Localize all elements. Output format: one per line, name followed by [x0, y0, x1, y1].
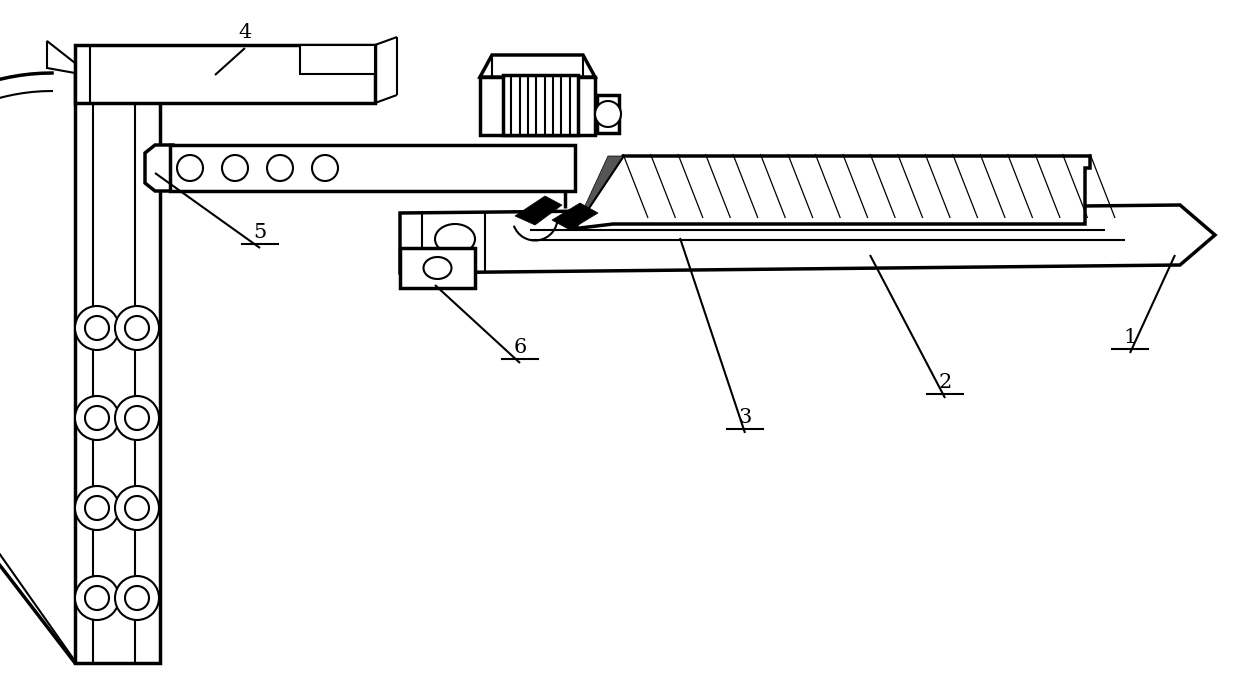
Circle shape [74, 576, 119, 620]
Circle shape [177, 155, 203, 181]
Circle shape [74, 306, 119, 350]
Bar [300, 45, 374, 74]
Polygon shape [575, 156, 1090, 228]
Text: 6: 6 [513, 338, 527, 357]
Bar [74, 45, 374, 103]
Text: 5: 5 [253, 223, 267, 242]
Bar [170, 145, 575, 191]
Circle shape [115, 306, 159, 350]
Ellipse shape [435, 224, 475, 254]
Polygon shape [575, 156, 622, 228]
Circle shape [115, 576, 159, 620]
Circle shape [74, 486, 119, 530]
Circle shape [115, 396, 159, 440]
Polygon shape [47, 41, 74, 73]
Polygon shape [552, 203, 598, 230]
Circle shape [312, 155, 339, 181]
Polygon shape [515, 196, 562, 225]
Bar [503, 75, 578, 135]
Bar [401, 248, 475, 288]
Bar [480, 77, 595, 135]
Polygon shape [401, 205, 1215, 273]
Circle shape [74, 396, 119, 440]
Circle shape [595, 101, 621, 127]
Circle shape [267, 155, 293, 181]
Text: 3: 3 [738, 408, 751, 427]
Polygon shape [480, 55, 595, 77]
Bar [74, 63, 160, 663]
Circle shape [222, 155, 248, 181]
Circle shape [115, 486, 159, 530]
Text: 4: 4 [238, 23, 252, 42]
Ellipse shape [424, 257, 451, 279]
Bar [596, 95, 619, 133]
Polygon shape [145, 145, 174, 191]
Text: 2: 2 [939, 373, 951, 392]
Text: 1: 1 [1123, 328, 1137, 347]
